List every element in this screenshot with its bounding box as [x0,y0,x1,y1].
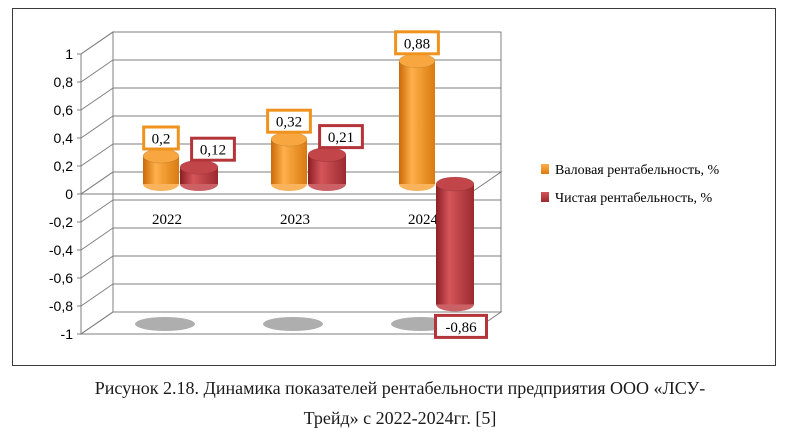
bars [142,53,475,312]
gridline-side [80,143,114,167]
y-tick-label: 0,8 [54,74,74,90]
gridline-side [80,283,114,307]
bar-gross-2023-body [271,139,307,184]
y-tick-label: 1 [65,46,73,62]
bar-gross-2023-cap [270,131,308,147]
gridline-side [80,59,114,83]
bar-gross-2024-cap [398,53,436,69]
data-label-net-2023-text: 0,21 [328,130,354,146]
floor-shadow [263,317,323,331]
bar-gross-2022-cap [142,148,180,164]
figure-caption-line-1: Рисунок 2.18. Динамика показателей рента… [94,378,706,398]
gridline-side [80,199,114,223]
data-label-gross-2023-box [266,108,312,134]
y-tick-label: 0,2 [54,158,74,174]
bar-net-2024 [435,176,475,312]
data-label-net-2023-box [318,124,364,150]
bar-gross-2024-body [399,60,435,184]
data-label-net-2022: 0,12 [190,136,236,162]
y-tick-label: 0,6 [54,102,74,118]
data-label-gross-2024-box [394,30,440,56]
floor-shadow [135,317,195,331]
y-tick-label: 0 [65,186,73,202]
y-axis: 1 0,8 0,6 0,4 0,2 0 -0,2 -0,4 -0,6 -0,8 -1 [49,46,82,342]
legend-label-net: Чистая рентабельность, % [555,191,713,206]
x-tick-label: 2023 [280,212,310,228]
x-axis: 2022 2023 2024 [79,171,503,228]
data-label-gross-2024: 0,88 [394,30,440,56]
bar-net-2024-body [436,184,474,305]
gridline-side [80,227,114,251]
y-tick-label: -0,2 [49,214,73,230]
legend-swatch-gross [541,164,549,174]
x-tick-label: 2022 [152,212,182,228]
legend: Валовая рентабельность, % Чистая рентабел… [541,163,720,206]
data-label-net-2022-text: 0,12 [200,143,226,159]
x-tick-label: 2024 [408,212,439,228]
y-tick-label: -1 [61,326,74,342]
figure-caption-line-2: Трейд» с 2022-2024гг. [5] [303,408,497,428]
y-tick-label: -0,6 [49,270,73,286]
gridline-side [80,115,114,139]
data-labels: 0,2 0,12 0,32 0,21 0,88 -0,86 [142,30,488,339]
bar-net-2024-cap [435,176,475,192]
data-label-net-2024-text: -0,86 [445,320,477,336]
zero-plane [79,171,503,195]
gridline-side [80,311,114,335]
y-tick-label: -0,4 [49,242,73,258]
bar-net-2022-cap [179,159,219,175]
data-label-net-2024: -0,86 [434,313,488,339]
bar-gross-2024 [398,53,436,191]
bar-net-2022 [179,159,219,191]
gridline-side [80,87,114,111]
data-label-gross-2022: 0,2 [142,125,180,151]
y-tick-label: -0,8 [49,298,73,314]
data-label-net-2022-box [190,136,236,162]
data-label-gross-2022-text: 0,2 [152,132,171,148]
legend-swatch-net [541,192,549,202]
gridline-side [80,255,114,279]
data-label-gross-2022-box [142,125,180,151]
bar-net-2023 [307,147,347,191]
bar-gross-2023 [270,131,308,191]
legend-label-gross: Валовая рентабельность, % [555,163,720,178]
data-label-gross-2023: 0,32 [266,108,312,134]
data-label-net-2023: 0,21 [318,124,364,150]
chart-svg: 10,80,60,40,20-0,2-0,4-0,6-0,8-1 2022 202… [49,30,720,342]
chart-frame: 1 0,8 0,6 0,4 0,2 0 -0,2 -0,4 -0,6 -0,8 -1 2022 202… [12,8,776,366]
gridline-side [80,31,114,55]
data-label-gross-2024-text: 0,88 [404,36,430,52]
data-label-net-2024-box [434,313,488,339]
data-label-gross-2023-text: 0,32 [276,115,302,131]
bar-net-2023-cap [307,147,347,162]
y-tick-label: 0,4 [54,130,74,146]
bar-gross-2022 [142,148,180,191]
